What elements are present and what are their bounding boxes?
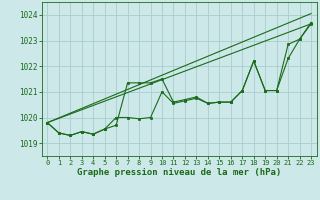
X-axis label: Graphe pression niveau de la mer (hPa): Graphe pression niveau de la mer (hPa) (77, 168, 281, 177)
